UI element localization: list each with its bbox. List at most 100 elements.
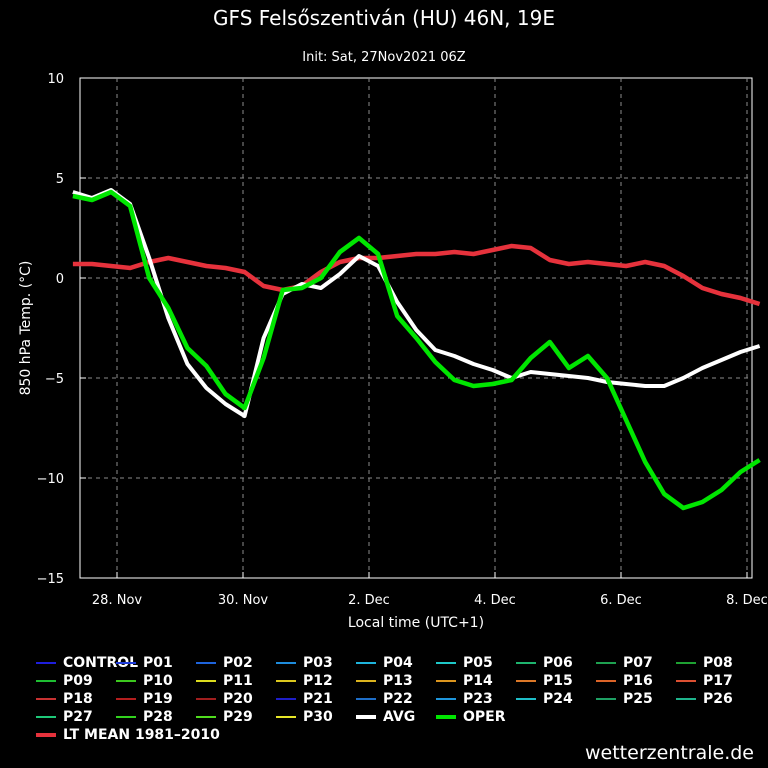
legend-label: LT MEAN 1981–2010 (63, 727, 220, 743)
legend-label: P20 (223, 691, 253, 707)
legend-item: P02 (196, 654, 253, 672)
legend-item: P07 (596, 654, 653, 672)
legend-label: P08 (703, 655, 733, 671)
legend-label: P28 (143, 709, 173, 725)
legend-label: P30 (303, 709, 333, 725)
legend-swatch (196, 662, 216, 664)
y-tick-label: 0 (56, 272, 64, 287)
legend-label: P05 (463, 655, 493, 671)
legend-item: P20 (196, 690, 253, 708)
legend-swatch (116, 680, 136, 682)
y-tick-label: −10 (37, 472, 64, 487)
legend-item: P18 (36, 690, 93, 708)
legend-swatch (116, 716, 136, 718)
legend-item: P13 (356, 672, 413, 690)
legend-item: P05 (436, 654, 493, 672)
legend-swatch (36, 680, 56, 682)
legend-item: P28 (116, 708, 173, 726)
legend-label: P29 (223, 709, 253, 725)
legend-swatch (676, 662, 696, 664)
legend-item: P30 (276, 708, 333, 726)
legend-label: P09 (63, 673, 93, 689)
y-axis-label: 850 hPa Temp. (°C) (18, 261, 34, 396)
legend-label: P27 (63, 709, 93, 725)
x-axis-label: Local time (UTC+1) (348, 615, 484, 631)
y-tick-label: −5 (45, 372, 64, 387)
legend-swatch (196, 698, 216, 700)
legend-swatch (36, 698, 56, 700)
legend-label: P13 (383, 673, 413, 689)
legend-item: P25 (596, 690, 653, 708)
legend-item: P24 (516, 690, 573, 708)
legend-swatch (36, 662, 56, 664)
legend-swatch (276, 716, 296, 718)
x-tick-label: 4. Dec (474, 593, 516, 608)
legend-item: P16 (596, 672, 653, 690)
legend-swatch (596, 698, 616, 700)
legend-swatch (196, 680, 216, 682)
legend-label: P21 (303, 691, 333, 707)
legend-swatch (596, 662, 616, 664)
legend-item: P09 (36, 672, 93, 690)
legend-label: P25 (623, 691, 653, 707)
legend-swatch (36, 733, 56, 737)
legend-label: P03 (303, 655, 333, 671)
legend-item: CONTROL (36, 654, 138, 672)
x-tick-label: 2. Dec (348, 593, 390, 608)
legend-swatch (436, 698, 456, 700)
legend-label: P14 (463, 673, 493, 689)
legend-item: AVG (356, 708, 415, 726)
legend-swatch (36, 716, 56, 718)
legend-label: P10 (143, 673, 173, 689)
legend-label: P02 (223, 655, 253, 671)
legend-swatch (516, 698, 536, 700)
legend-label: P12 (303, 673, 333, 689)
legend-item: P04 (356, 654, 413, 672)
legend-swatch (676, 680, 696, 682)
legend-item: OPER (436, 708, 506, 726)
legend-item: P19 (116, 690, 173, 708)
x-tick-label: 6. Dec (600, 593, 642, 608)
legend-swatch (436, 662, 456, 664)
legend-label: P15 (543, 673, 573, 689)
legend-label: P11 (223, 673, 253, 689)
legend-item: P01 (116, 654, 173, 672)
series-line-lt (72, 243, 761, 307)
legend-swatch (676, 698, 696, 700)
legend-label: OPER (463, 709, 506, 725)
legend-item: P06 (516, 654, 573, 672)
legend-item: P03 (276, 654, 333, 672)
legend-swatch (356, 698, 376, 700)
legend-item: LT MEAN 1981–2010 (36, 726, 220, 744)
legend-item: P17 (676, 672, 733, 690)
legend-item: P08 (676, 654, 733, 672)
legend-swatch (436, 715, 456, 719)
legend-item: P29 (196, 708, 253, 726)
legend-item: P22 (356, 690, 413, 708)
legend-item: P14 (436, 672, 493, 690)
legend-item: P11 (196, 672, 253, 690)
legend-label: P18 (63, 691, 93, 707)
legend-label: P24 (543, 691, 573, 707)
legend-swatch (276, 680, 296, 682)
chart-title: GFS Felsőszentiván (HU) 46N, 19E (213, 6, 555, 30)
legend-label: P22 (383, 691, 413, 707)
chart-subtitle: Init: Sat, 27Nov2021 06Z (302, 50, 466, 65)
y-tick-label: −15 (37, 572, 64, 587)
legend-label: P06 (543, 655, 573, 671)
legend-item: P10 (116, 672, 173, 690)
legend-swatch (436, 680, 456, 682)
legend-item: P21 (276, 690, 333, 708)
legend-item: P23 (436, 690, 493, 708)
legend-label: P26 (703, 691, 733, 707)
legend-label: P16 (623, 673, 653, 689)
plot-frame (79, 77, 753, 579)
legend-label: P01 (143, 655, 173, 671)
legend-item: P26 (676, 690, 733, 708)
legend-label: P07 (623, 655, 653, 671)
x-tick-label: 28. Nov (92, 593, 142, 608)
legend-swatch (356, 715, 376, 719)
legend-label: P04 (383, 655, 413, 671)
chart-svg: 10 5 0 −5 −10 −15 28. Nov 30. Nov 2. Dec 4. Dec 6.… (18, 72, 768, 631)
source-credit[interactable]: wetterzentrale.de (585, 742, 754, 764)
